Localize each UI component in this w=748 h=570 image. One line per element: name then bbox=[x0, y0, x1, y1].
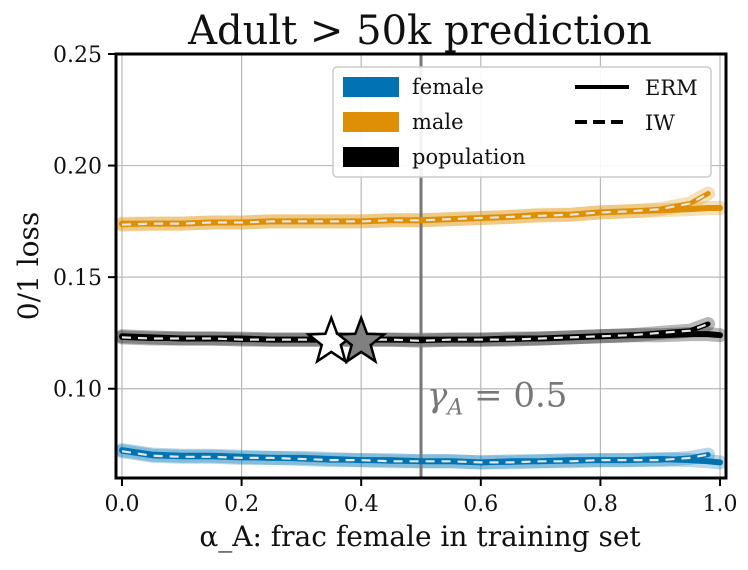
legend-label-erm: ERM bbox=[645, 76, 698, 100]
y-tick-label-0: 0.10 bbox=[53, 378, 102, 403]
legend: female male population ERM IW bbox=[332, 66, 712, 178]
vline-label-subscript: A bbox=[445, 396, 463, 421]
legend-box bbox=[332, 66, 712, 178]
chart-title: Adult > 50k prediction bbox=[187, 8, 652, 54]
line-population-iw-dash bbox=[121, 322, 709, 342]
x-tick-label-4: 0.8 bbox=[583, 492, 618, 517]
x-tick-label-0: 0.0 bbox=[104, 492, 139, 517]
legend-label-population: population bbox=[412, 145, 526, 169]
x-tick-label-2: 0.4 bbox=[344, 492, 379, 517]
y-axis-label: 0/1 loss bbox=[12, 212, 45, 321]
line-male-iw-dash bbox=[121, 192, 709, 226]
legend-swatch-female bbox=[343, 77, 399, 97]
legend-label-female: female bbox=[412, 75, 484, 99]
y-tick-label-2: 0.20 bbox=[53, 155, 102, 180]
legend-swatch-population bbox=[343, 147, 399, 167]
x-axis-label: α_A: frac female in training set bbox=[199, 520, 641, 553]
vline-label: γA = 0.5 bbox=[427, 376, 567, 421]
plot-frame bbox=[114, 52, 728, 480]
line-female-iw-dash bbox=[121, 450, 709, 464]
vline-label-symbol: γ bbox=[427, 376, 448, 416]
x-tick-label-5: 1.0 bbox=[703, 492, 738, 517]
legend-swatch-male bbox=[343, 112, 399, 132]
x-tick-label-3: 0.6 bbox=[463, 492, 498, 517]
x-tick-label-1: 0.2 bbox=[224, 492, 259, 517]
legend-label-male: male bbox=[412, 110, 464, 134]
legend-label-iw: IW bbox=[645, 111, 675, 135]
series-lines bbox=[119, 191, 723, 466]
axes: 0.0 0.2 0.4 0.6 0.8 1.0 0.10 0.15 0.20 0.25 bbox=[53, 43, 738, 517]
star-markers bbox=[305, 314, 388, 365]
marker-filled-star bbox=[334, 314, 388, 365]
y-tick-label-1: 0.15 bbox=[53, 266, 102, 291]
y-tick-label-3: 0.25 bbox=[53, 43, 102, 68]
vline-label-value: = 0.5 bbox=[463, 376, 567, 416]
